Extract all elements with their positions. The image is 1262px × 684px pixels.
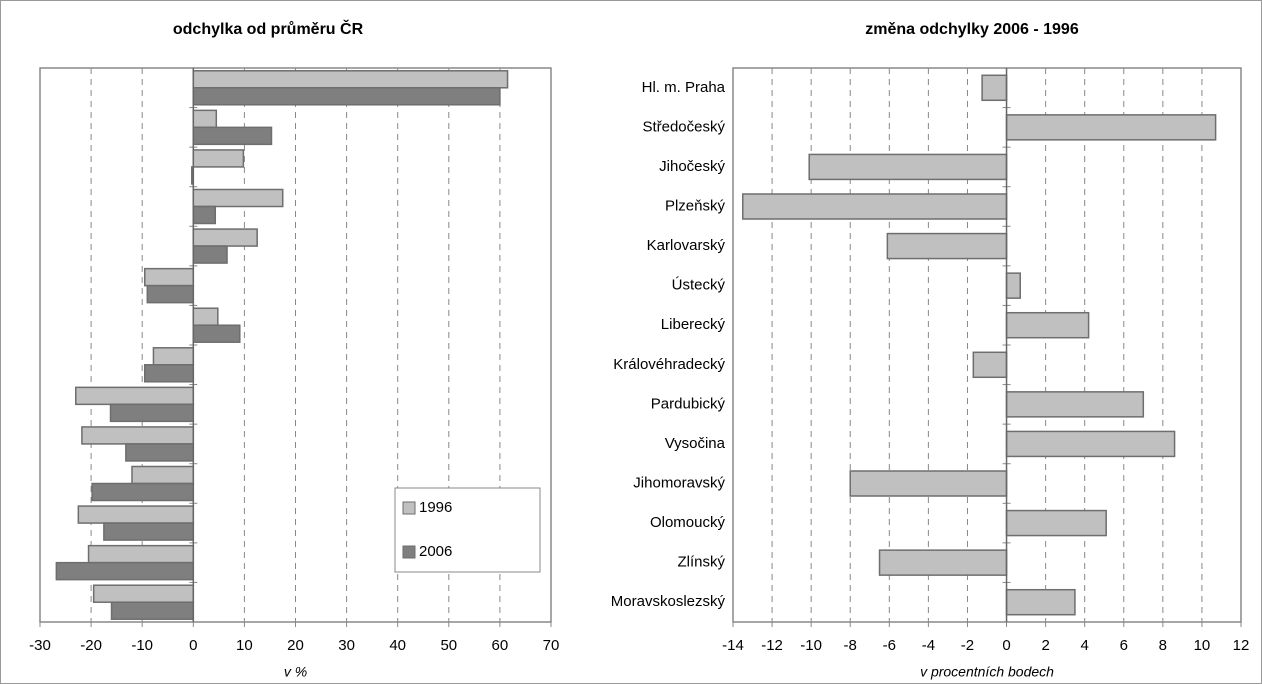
x-tick-label: 20: [287, 637, 304, 654]
bar: [81, 426, 195, 445]
y-tick-label: Moravskoslezský: [611, 593, 726, 610]
bar: [110, 601, 195, 620]
bar: [55, 561, 195, 581]
bar: [1005, 430, 1176, 458]
x-tick-label: 10: [1194, 637, 1211, 654]
x-tick-label: -8: [844, 637, 857, 654]
chart-title: změna odchylky 2006 - 1996: [865, 21, 1079, 38]
y-tick-label: Karlovarský: [647, 237, 726, 254]
bar: [1005, 272, 1021, 299]
y-tick-label: Jihomoravský: [633, 474, 725, 491]
legend-label: 1996: [419, 499, 452, 516]
y-tick-label: Ústecký: [672, 277, 726, 294]
chart-title: odchylka od průměru ČR: [173, 19, 364, 38]
bar: [192, 324, 241, 343]
x-tick-label: -4: [922, 637, 935, 654]
x-tick-label: 6: [1120, 637, 1128, 654]
legend-swatch: [402, 545, 416, 559]
bar: [1005, 509, 1107, 537]
x-axis-label: v procentních bodech: [920, 664, 1054, 680]
legend-swatch: [402, 501, 416, 515]
y-tick-label: Jihočeský: [659, 158, 725, 175]
bar: [131, 465, 195, 485]
bar: [886, 232, 1008, 260]
bar: [192, 245, 228, 264]
bar: [77, 505, 195, 524]
bar: [144, 267, 195, 287]
bar: [808, 153, 1008, 181]
y-tick-label: Liberecký: [661, 316, 726, 333]
x-tick-label: 40: [389, 637, 406, 654]
bar: [849, 470, 1008, 497]
bar: [87, 544, 195, 564]
bar: [75, 386, 195, 406]
bar: [146, 284, 195, 304]
x-tick-label: 10: [236, 637, 253, 654]
bar: [192, 70, 509, 89]
bar: [1005, 588, 1076, 616]
x-tick-label: -12: [761, 637, 783, 654]
x-tick-label: 60: [492, 637, 509, 654]
x-tick-label: -30: [29, 637, 51, 654]
x-tick-label: 4: [1081, 637, 1089, 654]
x-tick-label: -6: [883, 637, 896, 654]
bar: [878, 549, 1008, 576]
bar: [1005, 311, 1090, 339]
x-tick-label: -20: [80, 637, 102, 654]
x-tick-label: -10: [800, 637, 822, 654]
bar: [1005, 391, 1145, 418]
legend: [394, 487, 541, 573]
x-axis-label: v %: [284, 664, 307, 680]
x-tick-label: 12: [1233, 637, 1250, 654]
bar: [742, 193, 1008, 220]
x-tick-label: 30: [338, 637, 355, 654]
y-tick-label: Plzeňský: [665, 197, 726, 214]
bar: [192, 205, 217, 225]
y-tick-label: Hl. m. Praha: [642, 79, 726, 96]
bar: [152, 347, 195, 366]
y-tick-label: Pardubický: [651, 395, 726, 412]
bar: [109, 403, 195, 423]
y-tick-label: Vysočina: [665, 435, 726, 452]
bar: [92, 584, 195, 603]
y-tick-label: Zlínský: [677, 554, 725, 571]
y-tick-label: Královéhradecký: [613, 356, 725, 373]
bar: [144, 364, 195, 383]
bar: [192, 126, 273, 146]
x-tick-label: 0: [189, 637, 197, 654]
bar: [125, 443, 195, 462]
y-tick-label: Olomoucký: [650, 514, 726, 531]
bar: [192, 228, 258, 247]
bar: [192, 87, 501, 106]
bar: [1005, 114, 1217, 141]
bar: [192, 109, 218, 129]
bar: [192, 307, 219, 326]
x-tick-label: 2: [1041, 637, 1049, 654]
bar: [981, 74, 1008, 102]
x-tick-label: 0: [1002, 637, 1010, 654]
y-tick-label: Středočeský: [642, 118, 725, 135]
plot-area: [732, 67, 1242, 623]
bar: [192, 149, 245, 168]
bar: [972, 351, 1008, 379]
x-tick-label: 8: [1159, 637, 1167, 654]
x-tick-label: -2: [961, 637, 974, 654]
x-tick-label: 50: [440, 637, 457, 654]
x-tick-label: -14: [722, 637, 744, 654]
legend-label: 2006: [419, 543, 452, 560]
bar: [192, 188, 284, 208]
x-tick-label: 70: [543, 637, 560, 654]
bar: [91, 482, 195, 502]
bar: [103, 522, 195, 541]
x-tick-label: -10: [131, 637, 153, 654]
